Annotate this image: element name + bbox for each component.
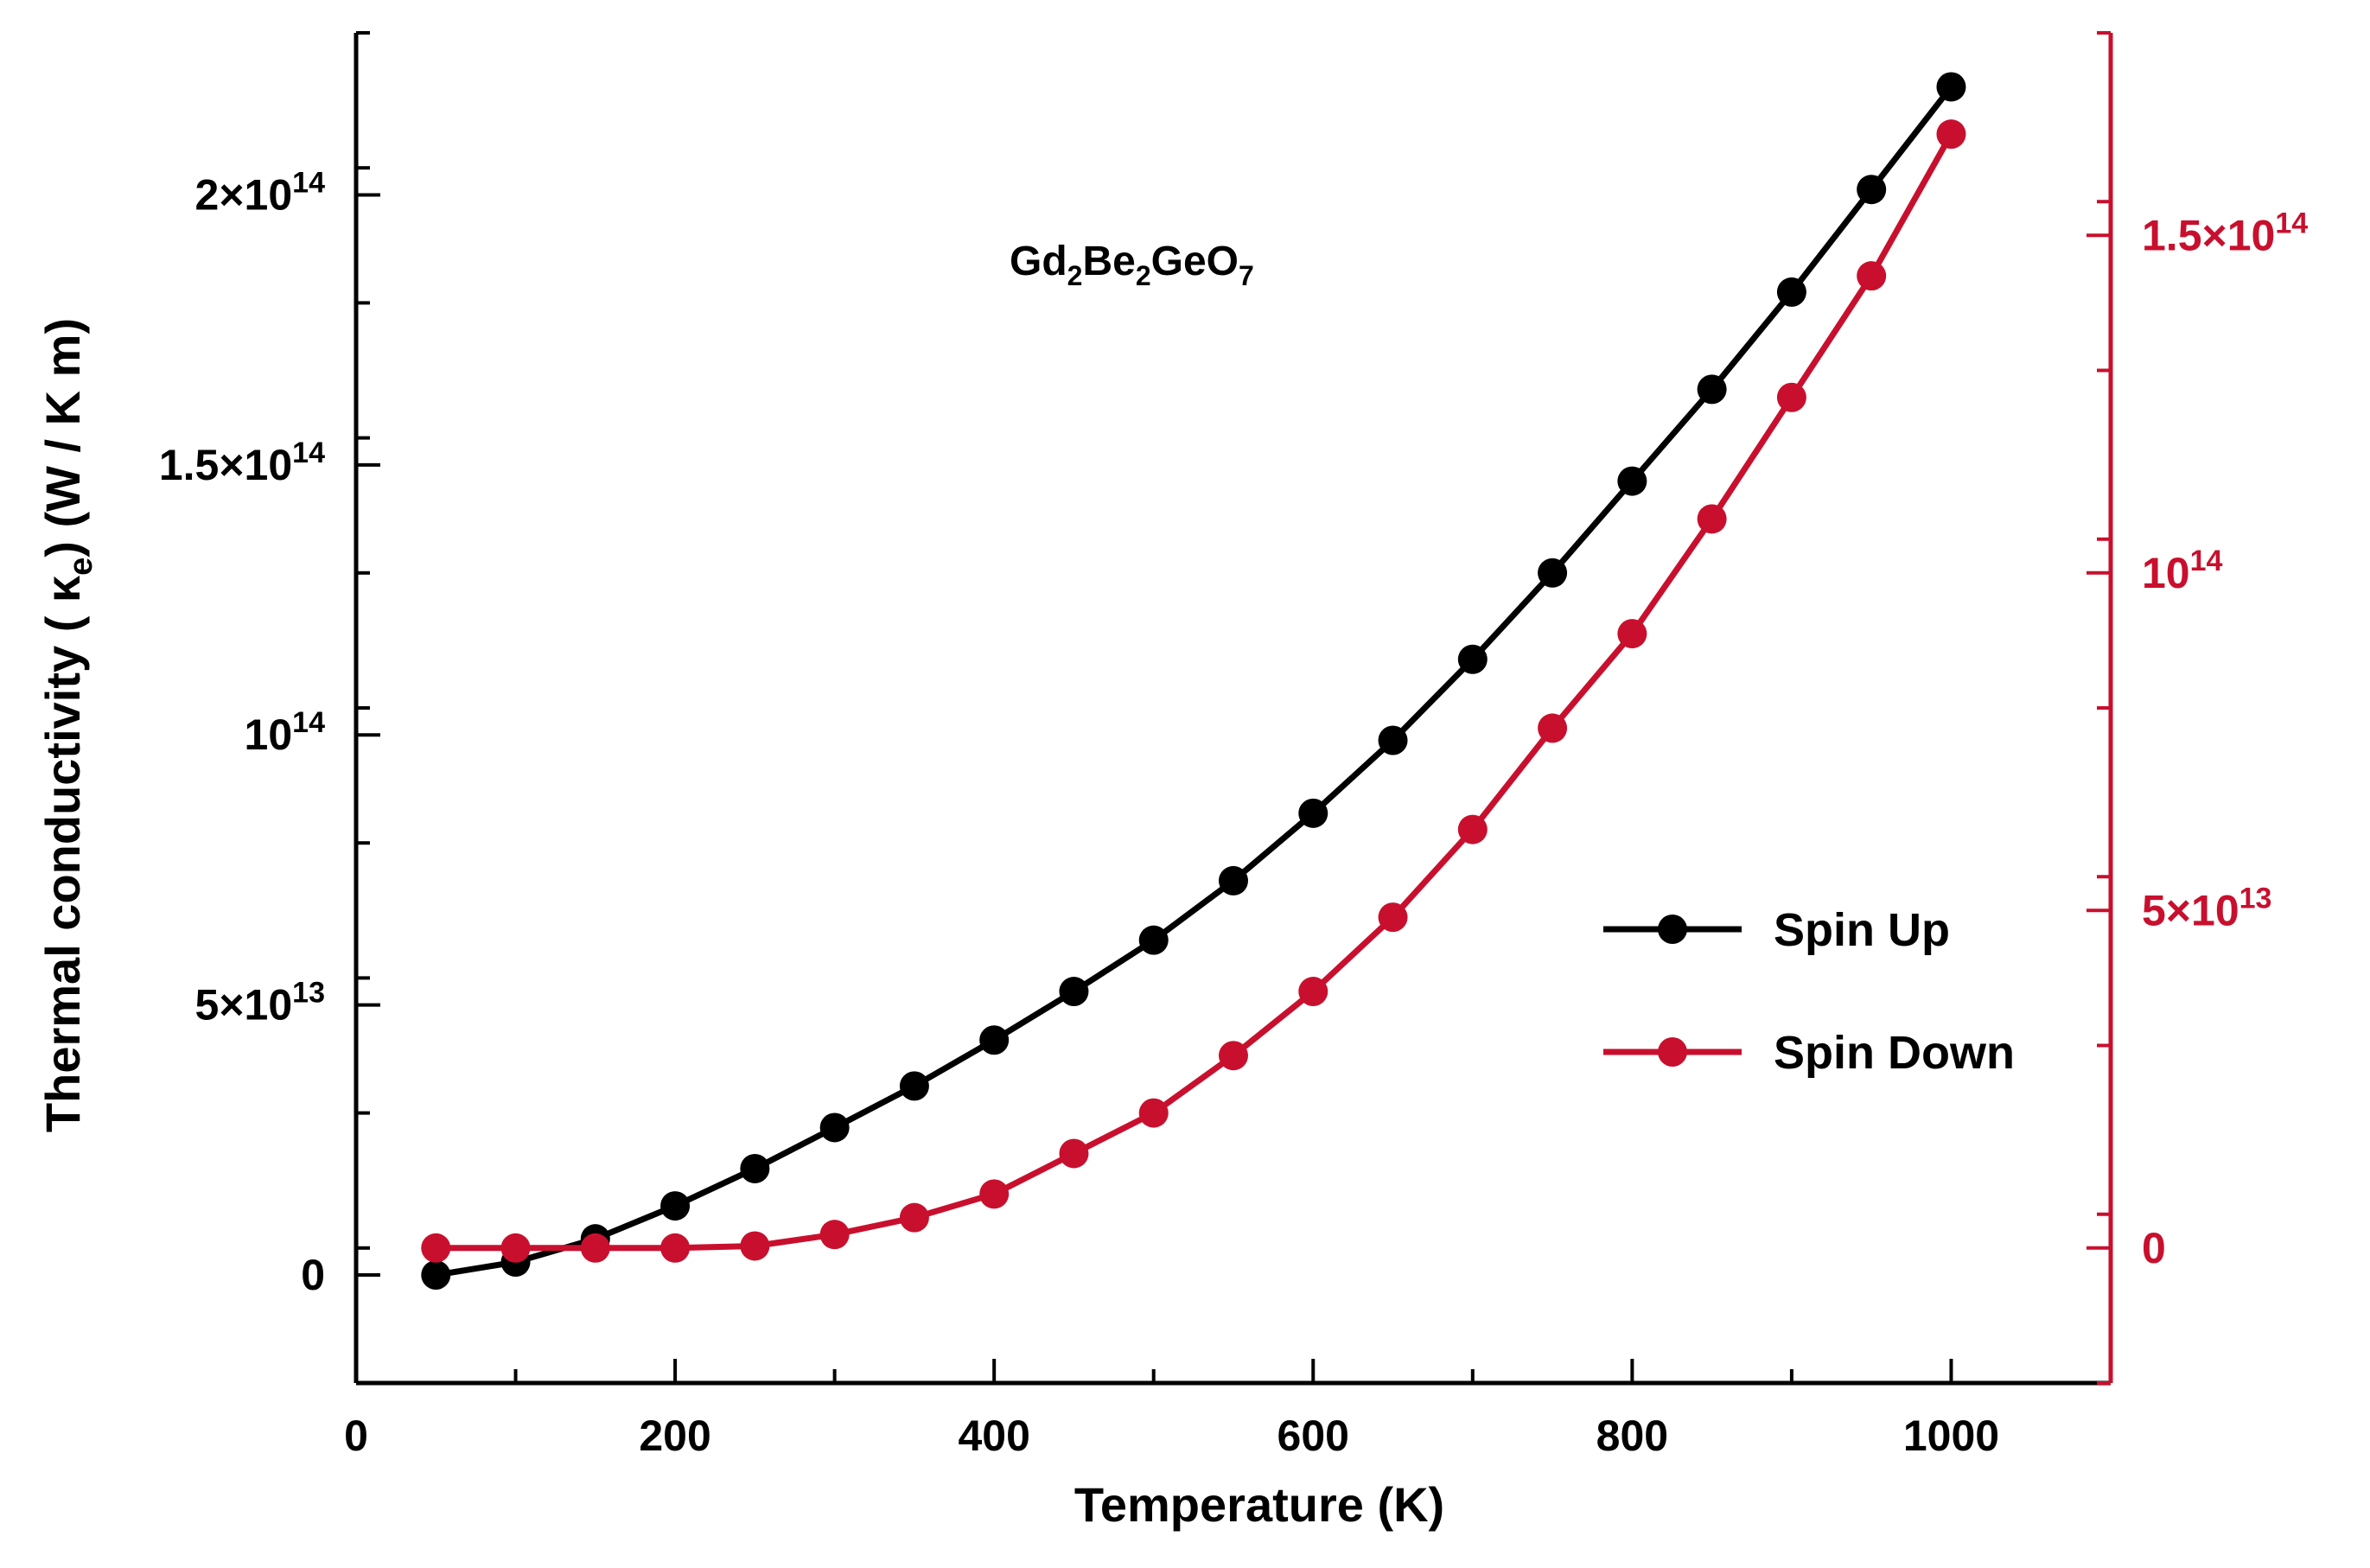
data-point-spin-up [1298,798,1328,828]
y-axis-title: Thermal conductivity ( κe) (W / K m) [35,318,99,1132]
data-point-spin-up [1219,865,1248,896]
data-point-spin-down [740,1231,770,1261]
data-point-spin-down [1378,902,1408,933]
legend-label: Spin Up [1774,904,1950,956]
legend-marker [1658,915,1687,944]
data-point-spin-down [1457,814,1488,845]
x-axis-title: Temperature (K) [1074,1477,1444,1532]
x-tick-label: 200 [639,1412,710,1460]
data-point-spin-down [1857,261,1887,291]
data-point-spin-down [1298,977,1328,1007]
x-tick-label: 400 [958,1412,1029,1460]
data-point-spin-down [1538,713,1568,743]
data-point-spin-down [1776,382,1806,412]
data-point-spin-down [500,1233,531,1263]
legend-item-spin-down: Spin Down [1603,1027,2015,1079]
data-point-spin-up [740,1153,770,1183]
data-point-spin-down [660,1233,691,1263]
data-point-spin-up [819,1112,850,1143]
data-point-spin-up [899,1071,929,1101]
data-point-spin-up [660,1191,691,1221]
data-point-spin-down [1059,1138,1089,1169]
x-tick-label: 600 [1277,1412,1349,1460]
data-point-spin-down [1138,1098,1169,1128]
data-point-spin-up [1378,725,1408,755]
data-point-spin-down [979,1179,1010,1209]
data-point-spin-up [1138,925,1169,955]
legend-item-spin-up: Spin Up [1603,904,1950,956]
data-point-spin-up [1538,558,1568,588]
data-point-spin-up [1617,466,1647,496]
data-point-spin-down [1617,619,1647,649]
data-point-spin-up [979,1025,1010,1055]
x-tick-label: 1000 [1903,1412,1999,1460]
data-point-spin-down [580,1233,610,1263]
y-right-tick-label: 0 [2142,1224,2166,1272]
data-point-spin-down [819,1220,850,1250]
compound-annotation: Gd2Be2GeO7 [1010,239,1254,291]
data-point-spin-up [1059,977,1089,1007]
data-point-spin-up [1457,644,1488,674]
data-point-spin-down [1697,504,1727,534]
x-tick-label: 0 [344,1412,368,1460]
legend-marker [1658,1037,1687,1067]
data-point-spin-up [1857,175,1887,205]
data-point-spin-up [1776,277,1806,307]
data-point-spin-down [1219,1041,1248,1071]
data-point-spin-up [1936,72,1966,102]
data-point-spin-up [421,1260,451,1291]
data-point-spin-down [899,1202,929,1233]
legend-label: Spin Down [1774,1027,2015,1079]
x-tick-label: 800 [1596,1412,1668,1460]
data-point-spin-up [1697,374,1727,405]
data-point-spin-down [1936,119,1966,150]
data-point-spin-down [421,1233,451,1263]
y-left-tick-label: 0 [301,1251,325,1299]
